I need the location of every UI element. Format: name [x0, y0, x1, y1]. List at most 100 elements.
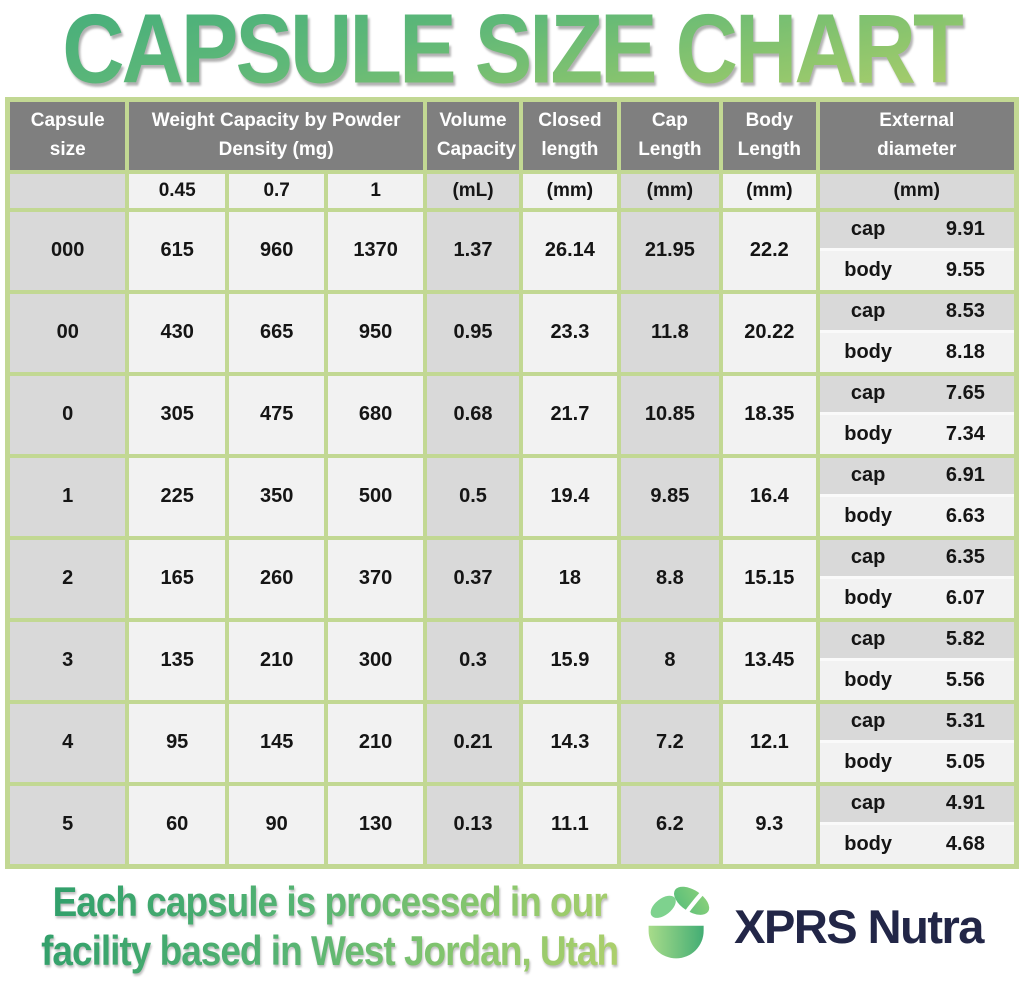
cell-cap-length: 10.85 — [616, 371, 724, 458]
external-body-label: body — [844, 422, 893, 445]
unit-closed-length: (mm) — [519, 169, 621, 212]
external-body-row: body 6.07 — [819, 578, 1014, 618]
cell-weight-1: 500 — [324, 453, 427, 540]
external-cap-label: cap — [850, 792, 886, 814]
mortar-leaves-icon — [640, 881, 726, 972]
external-body-label: body — [844, 340, 893, 363]
cell-capsule-size: 5 — [5, 781, 130, 868]
external-body-label: body — [844, 258, 893, 281]
facility-note: Each capsule is processed in our facilit… — [41, 878, 618, 976]
external-cap-label: cap — [850, 382, 886, 404]
external-body-label: body — [844, 750, 893, 773]
cell-cap-length: 6.2 — [616, 781, 724, 868]
cell-cap-length: 8.8 — [616, 535, 724, 622]
table-row: 1 225 350 500 0.5 19.4 9.85 16.4 cap 6.9… — [5, 453, 1019, 540]
external-body-value: 4.68 — [945, 832, 985, 855]
unit-capsule-size-empty — [5, 169, 130, 212]
external-cap-value: 9.91 — [945, 218, 985, 240]
cell-capsule-size: 4 — [5, 699, 130, 786]
cell-body-length: 20.22 — [719, 289, 820, 376]
cell-weight-07: 475 — [224, 371, 329, 458]
header-cap-length: Cap Length — [616, 97, 724, 174]
cell-capsule-size: 000 — [5, 207, 130, 294]
unit-volume: (mL) — [422, 169, 524, 212]
external-cap-row: cap 4.91 — [819, 785, 1014, 825]
external-body-label: body — [844, 832, 893, 855]
external-cap-value: 4.91 — [945, 792, 985, 814]
external-cap-label: cap — [850, 300, 886, 322]
cell-weight-07: 350 — [224, 453, 329, 540]
unit-row: 0.45 0.7 1 (mL) (mm) (mm) (mm) (mm) — [5, 169, 1019, 212]
cell-weight-07: 260 — [224, 535, 329, 622]
cell-weight-07: 665 — [224, 289, 329, 376]
cell-capsule-size: 00 — [5, 289, 130, 376]
external-cap-value: 6.91 — [945, 464, 985, 486]
brand-name: XPRS Nutra — [734, 900, 984, 953]
cell-weight-1: 370 — [324, 535, 427, 622]
cell-volume-capacity: 1.37 — [422, 207, 524, 294]
cell-external-diameter: cap 5.31 body 5.05 — [815, 699, 1019, 786]
cell-closed-length: 14.3 — [519, 699, 621, 786]
header-capsule-size: Capsule size — [5, 97, 130, 174]
external-cap-row: cap 6.35 — [819, 539, 1014, 579]
cell-volume-capacity: 0.37 — [422, 535, 524, 622]
cell-volume-capacity: 0.3 — [422, 617, 524, 704]
cell-weight-045: 135 — [125, 617, 229, 704]
cell-external-diameter: cap 6.35 body 6.07 — [815, 535, 1019, 622]
external-cap-value: 8.53 — [945, 300, 985, 322]
table-row: 4 95 145 210 0.21 14.3 7.2 12.1 cap 5.31… — [5, 699, 1019, 786]
table-row: 0 305 475 680 0.68 21.7 10.85 18.35 cap … — [5, 371, 1019, 458]
cell-cap-length: 7.2 — [616, 699, 724, 786]
external-body-row: body 5.56 — [819, 660, 1014, 700]
external-cap-row: cap 8.53 — [819, 293, 1014, 333]
cell-body-length: 18.35 — [719, 371, 820, 458]
cell-volume-capacity: 0.68 — [422, 371, 524, 458]
cell-external-diameter: cap 5.82 body 5.56 — [815, 617, 1019, 704]
external-body-value: 5.05 — [945, 750, 985, 773]
cell-cap-length: 11.8 — [616, 289, 724, 376]
cell-capsule-size: 2 — [5, 535, 130, 622]
table-row: 5 60 90 130 0.13 11.1 6.2 9.3 cap 4.91 b… — [5, 781, 1019, 868]
external-cap-row: cap 6.91 — [819, 457, 1014, 497]
cell-weight-1: 300 — [324, 617, 427, 704]
external-body-label: body — [844, 586, 893, 609]
cell-closed-length: 26.14 — [519, 207, 621, 294]
cell-weight-1: 1370 — [324, 207, 427, 294]
external-cap-value: 5.82 — [945, 628, 985, 650]
cell-weight-045: 305 — [125, 371, 229, 458]
cell-capsule-size: 0 — [5, 371, 130, 458]
cell-capsule-size: 1 — [5, 453, 130, 540]
external-body-label: body — [844, 504, 893, 527]
unit-cap-length: (mm) — [616, 169, 724, 212]
cell-weight-1: 130 — [324, 781, 427, 868]
unit-external-diameter: (mm) — [815, 169, 1019, 212]
external-cap-value: 6.35 — [945, 546, 985, 568]
cell-volume-capacity: 0.95 — [422, 289, 524, 376]
capsule-size-table: Capsule size Weight Capacity by Powder D… — [5, 97, 1019, 869]
unit-density-07: 0.7 — [224, 169, 329, 212]
cell-body-length: 16.4 — [719, 453, 820, 540]
facility-note-line2: facility based in West Jordan, Utah — [41, 927, 619, 974]
external-body-value: 6.63 — [945, 504, 985, 527]
external-cap-row: cap 9.91 — [819, 211, 1014, 251]
cell-body-length: 13.45 — [719, 617, 820, 704]
external-body-value: 5.56 — [945, 668, 985, 691]
cell-weight-045: 225 — [125, 453, 229, 540]
cell-external-diameter: cap 7.65 body 7.34 — [815, 371, 1019, 458]
facility-note-line1: Each capsule is processed in our — [52, 878, 607, 925]
external-cap-value: 7.65 — [945, 382, 985, 404]
external-cap-value: 5.31 — [945, 710, 985, 732]
cell-body-length: 22.2 — [719, 207, 820, 294]
external-cap-label: cap — [850, 628, 886, 650]
external-cap-label: cap — [850, 710, 886, 732]
cell-external-diameter: cap 6.91 body 6.63 — [815, 453, 1019, 540]
external-body-value: 9.55 — [945, 258, 985, 281]
cell-body-length: 15.15 — [719, 535, 820, 622]
cell-weight-045: 165 — [125, 535, 229, 622]
header-body-length: Body Length — [719, 97, 820, 174]
cell-closed-length: 19.4 — [519, 453, 621, 540]
header-external-diameter: External diameter — [815, 97, 1019, 174]
cell-weight-1: 680 — [324, 371, 427, 458]
header-volume-capacity: Volume Capacity — [422, 97, 524, 174]
external-body-value: 8.18 — [945, 340, 985, 363]
